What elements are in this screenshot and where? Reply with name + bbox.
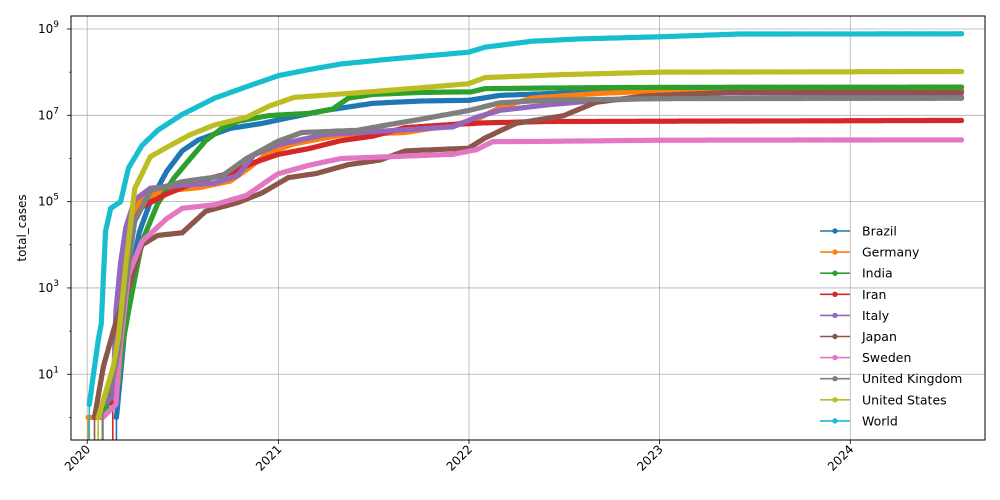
series-layer [85,31,965,440]
y-tick-exponent: 1 [53,365,59,375]
series-marker [958,137,965,143]
y-tick-exponent: 3 [53,279,59,289]
y-tick-base: 10 [38,108,53,122]
series-marker [958,68,965,75]
y-tick-base: 10 [38,22,53,36]
y-tick-exponent: 9 [53,20,59,30]
y-tick-exponent: 5 [53,193,59,203]
y-tick-exponent: 7 [53,106,59,116]
series-marker [958,95,965,101]
y-tick-base: 10 [38,367,53,381]
series-marker [958,89,965,96]
plot-area [85,31,965,440]
y-tick-base: 10 [38,281,53,295]
series-marker [958,117,965,124]
series-marker [958,31,965,37]
y-tick-base: 10 [38,195,53,209]
series-marker [958,84,965,90]
